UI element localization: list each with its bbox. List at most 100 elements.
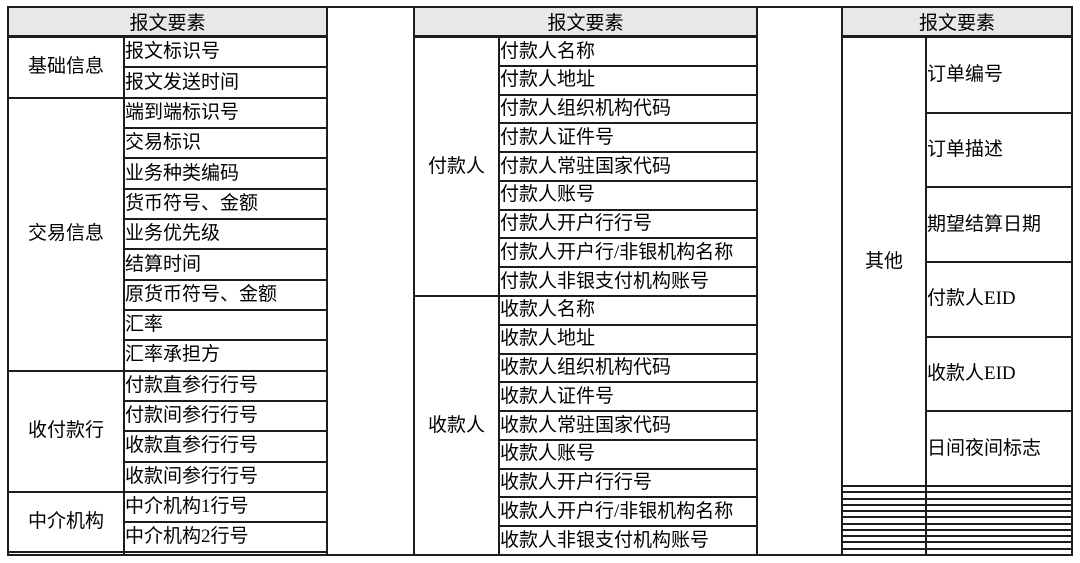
table-header: 报文要素	[841, 6, 1073, 38]
category-cell	[841, 497, 927, 506]
item-cell	[925, 497, 1073, 506]
category-cell: 其他	[841, 35, 927, 488]
item-cell: 付款人非银支付机构账号	[498, 266, 758, 297]
category-cell: 基础信息	[7, 35, 125, 99]
table-row: 收款人开户行行号	[414, 467, 758, 499]
category-cell: 收付款行	[7, 369, 125, 493]
message-elements-table-other: 报文要素 其他 订单编号 订单描述 期望结算日期 付款人EID 收款人EID 日间夜间标志	[841, 6, 1073, 557]
category-cell: 中介机构	[7, 490, 125, 554]
item-cell	[925, 547, 1073, 557]
item-cell	[925, 528, 1073, 538]
item-cell: 付款人证件号	[498, 122, 758, 154]
item-cell: 收款人证件号	[498, 381, 758, 413]
item-cell: 中介机构2行号	[123, 521, 328, 554]
item-cell	[925, 485, 1073, 494]
table-row: 收款人证件号	[414, 381, 758, 413]
category-cell	[841, 510, 927, 519]
table-row	[841, 541, 1073, 550]
table-row: 交易信息 端到端标识号	[7, 96, 328, 372]
table-row: 交易标识	[8, 127, 328, 160]
table-row: 收款人EID	[842, 335, 1073, 413]
category-cell	[841, 541, 927, 550]
table-row: 期望结算日期	[842, 186, 1073, 264]
category-cell	[841, 535, 927, 544]
table-header-row: 报文要素	[841, 6, 1073, 38]
item-cell: 原货币符号、金额	[123, 278, 328, 311]
table-row: 收款人账号	[414, 438, 758, 470]
item-cell: 付款人EID	[925, 261, 1073, 338]
table-row: 付款人 付款人名称	[413, 35, 758, 297]
table-row: 其他 订单编号	[841, 35, 1073, 488]
item-cell: 报文标识号	[123, 35, 328, 69]
category-cell: 收款人	[413, 295, 500, 556]
item-cell: 付款人地址	[498, 64, 758, 96]
table-row: 结算时间	[8, 248, 328, 281]
item-cell	[925, 516, 1073, 525]
item-cell: 期望结算日期	[925, 186, 1073, 264]
table-row	[841, 528, 1073, 538]
table-row: 收款人 收款人名称	[413, 295, 758, 556]
spacer-column	[758, 6, 841, 556]
table-row: 收款人地址	[414, 323, 758, 355]
item-cell: 收款人地址	[498, 323, 758, 355]
table-row: 基础信息 报文标识号	[7, 35, 328, 99]
table-row: 日间夜间标志	[842, 410, 1073, 488]
category-cell	[841, 485, 927, 494]
table-row	[841, 485, 1073, 494]
table-header: 报文要素	[413, 6, 758, 38]
table-row: 收款人常驻国家代码	[414, 410, 758, 441]
item-cell: 收款人组织机构代码	[498, 352, 758, 384]
table-row: 货币符号、金额	[8, 187, 328, 221]
item-cell: 付款人名称	[498, 35, 758, 67]
item-cell: 付款人开户行/非银机构名称	[498, 237, 758, 269]
item-cell: 收款直参行行号	[123, 430, 328, 463]
table-row	[841, 522, 1073, 531]
table-row: 汇率	[8, 308, 328, 342]
category-cell	[841, 491, 927, 500]
item-cell: 收款人名称	[498, 295, 758, 326]
category-cell: 付款人	[413, 35, 500, 297]
table-header-row: 报文要素	[7, 6, 328, 38]
item-cell: 报文发送时间	[123, 66, 328, 99]
category-cell	[841, 522, 927, 531]
table-row: 付款人证件号	[414, 122, 758, 154]
category-cell	[841, 516, 927, 525]
table-row: 订单描述	[842, 111, 1073, 189]
table-row	[841, 547, 1073, 557]
table-row: 中介机构2行号	[8, 521, 328, 554]
table-row: 业务种类编码	[8, 157, 328, 190]
table-row: 付款人EID	[842, 261, 1073, 338]
table-row	[841, 516, 1073, 525]
item-cell	[925, 541, 1073, 550]
table-row: 收付款行 付款直参行行号	[7, 369, 328, 493]
item-cell: 业务种类编码	[123, 157, 328, 190]
item-cell: 汇率承担方	[123, 339, 328, 372]
table-row: 收款人开户行/非银机构名称	[414, 496, 758, 528]
table-row	[841, 503, 1073, 513]
item-cell: 收款人账号	[498, 438, 758, 470]
table-row: 收款人组织机构代码	[414, 352, 758, 384]
table-header-row: 报文要素	[413, 6, 758, 38]
table-row: 付款人开户行/非银机构名称	[414, 237, 758, 269]
table-row: 付款人地址	[414, 64, 758, 96]
table-row	[841, 535, 1073, 544]
table-row: 原货币符号、金额	[8, 278, 328, 311]
table-row: 付款人组织机构代码	[414, 93, 758, 125]
spacer-column	[328, 6, 413, 556]
item-cell: 收款人开户行行号	[498, 467, 758, 499]
item-cell: 货币符号、金额	[123, 187, 328, 221]
table-row	[841, 491, 1073, 500]
item-cell: 收款人EID	[925, 335, 1073, 413]
table-row: 中介机构 中介机构1行号	[7, 490, 328, 554]
table-row	[841, 497, 1073, 506]
item-cell: 结算时间	[123, 248, 328, 281]
table-row: 付款人开户行行号	[414, 208, 758, 240]
table-row: 业务优先级	[8, 217, 328, 251]
item-cell: 订单编号	[925, 35, 1073, 114]
item-cell: 中介机构1行号	[123, 490, 328, 524]
table-row: 付款人非银支付机构账号	[414, 266, 758, 297]
table-row	[841, 510, 1073, 519]
table-row: 收款直参行行号	[8, 430, 328, 463]
message-elements-table-basic-transaction: 报文要素 基础信息 报文标识号 报文发送时间 交易信息 端到端标识号 交易标识 业务种类编码货…	[7, 6, 328, 556]
item-cell: 收款间参行行号	[123, 460, 328, 493]
